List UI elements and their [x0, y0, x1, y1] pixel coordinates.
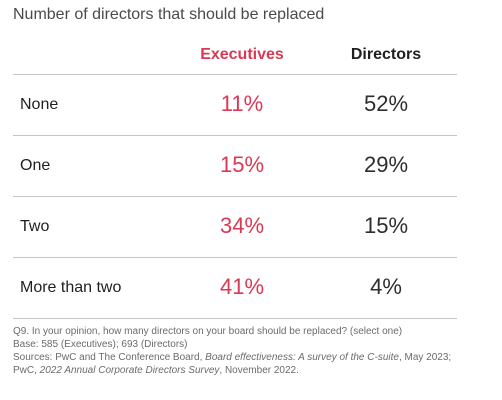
sources-title-1: Board effectiveness: A survey of the C-s…	[205, 352, 399, 363]
directors-value: 52%	[363, 91, 409, 116]
table-row: More than two 41% 4%	[13, 258, 457, 319]
chart-title: Number of directors that should be repla…	[13, 6, 325, 23]
directors-value: 15%	[363, 213, 409, 238]
sources-mid: , May 2023;	[398, 352, 452, 363]
column-header-executives: Executives	[200, 46, 284, 63]
directors-value: 4%	[370, 274, 402, 299]
row-label: Two	[20, 218, 50, 235]
executives-value: 34%	[219, 213, 265, 238]
footnote-question: Q9. In your opinion, how many directors …	[13, 326, 403, 337]
table-row: One 15% 29%	[13, 136, 457, 197]
table-row: Two 34% 15%	[13, 197, 457, 258]
sources-line2-prefix: PwC,	[13, 365, 40, 376]
executives-value: 41%	[219, 274, 265, 299]
row-label: More than two	[20, 279, 122, 296]
table-header: Executives Directors	[13, 42, 457, 75]
table-row: None 11% 52%	[13, 75, 457, 136]
sources-suffix: , November 2022.	[219, 365, 299, 376]
footnote: Q9. In your opinion, how many directors …	[13, 325, 493, 377]
footnote-sources-line1: Sources: PwC and The Conference Board, B…	[13, 351, 493, 364]
sources-title-2: 2022 Annual Corporate Directors Survey	[39, 365, 220, 376]
footnote-base: Base: 585 (Executives); 693 (Directors)	[13, 339, 188, 350]
directors-value: 29%	[363, 152, 409, 177]
row-label: None	[20, 96, 59, 113]
executives-value: 15%	[219, 152, 265, 177]
executives-value: 11%	[220, 91, 264, 116]
sources-prefix: Sources: PwC and The Conference Board,	[13, 352, 206, 363]
data-table: Executives Directors None 11% 52% One 15…	[13, 42, 457, 319]
row-label: One	[20, 157, 51, 174]
footnote-sources-line2: PwC, 2022 Annual Corporate Directors Sur…	[13, 364, 493, 377]
column-header-directors: Directors	[350, 46, 422, 63]
